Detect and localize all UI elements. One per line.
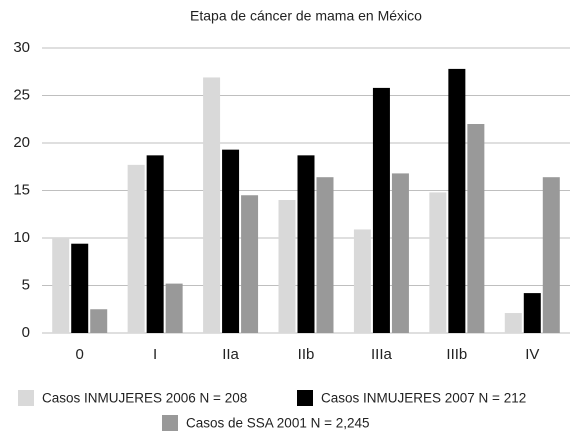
bar: [278, 200, 296, 333]
bar: [222, 149, 240, 333]
legend-swatch: [297, 390, 313, 406]
bar: [391, 173, 409, 333]
legend-swatch: [18, 390, 34, 406]
x-tick-label: IV: [525, 346, 539, 363]
bar: [372, 87, 390, 334]
bar: [241, 195, 259, 333]
x-tick-label: IIb: [298, 346, 315, 363]
y-tick-label: 10: [13, 229, 30, 246]
y-tick-label: 20: [13, 134, 30, 151]
bar: [523, 293, 541, 333]
bar: [542, 177, 560, 333]
bar: [316, 177, 334, 333]
legend-label: Casos de SSA 2001 N = 2,245: [186, 416, 370, 431]
bar: [90, 309, 108, 333]
bar: [467, 124, 485, 333]
y-tick-label: 25: [13, 86, 30, 103]
chart-title: Etapa de cáncer de mama en México: [190, 8, 422, 24]
bar: [448, 68, 466, 334]
bar: [146, 155, 164, 333]
y-tick-label: 15: [13, 181, 30, 198]
x-tick-label: 0: [76, 346, 84, 363]
bar: [429, 192, 447, 333]
y-tick-label: 30: [13, 39, 30, 56]
bar: [165, 283, 183, 333]
y-tick-label: 5: [22, 276, 30, 293]
bar: [127, 164, 145, 333]
legend-label: Casos INMUJERES 2006 N = 208: [42, 391, 247, 406]
legend-label: Casos INMUJERES 2007 N = 212: [321, 391, 526, 406]
x-tick-label: IIa: [222, 346, 239, 363]
x-tick-label: IIIb: [446, 346, 467, 363]
bar: [504, 313, 522, 333]
y-tick-label: 0: [22, 324, 30, 341]
bar: [71, 243, 89, 333]
bar: [297, 155, 315, 333]
bar: [203, 77, 221, 333]
bar: [353, 229, 371, 333]
x-tick-label: IIIa: [371, 346, 393, 363]
x-tick-label: I: [153, 346, 157, 363]
bar: [52, 238, 70, 333]
legend-swatch: [162, 415, 178, 431]
